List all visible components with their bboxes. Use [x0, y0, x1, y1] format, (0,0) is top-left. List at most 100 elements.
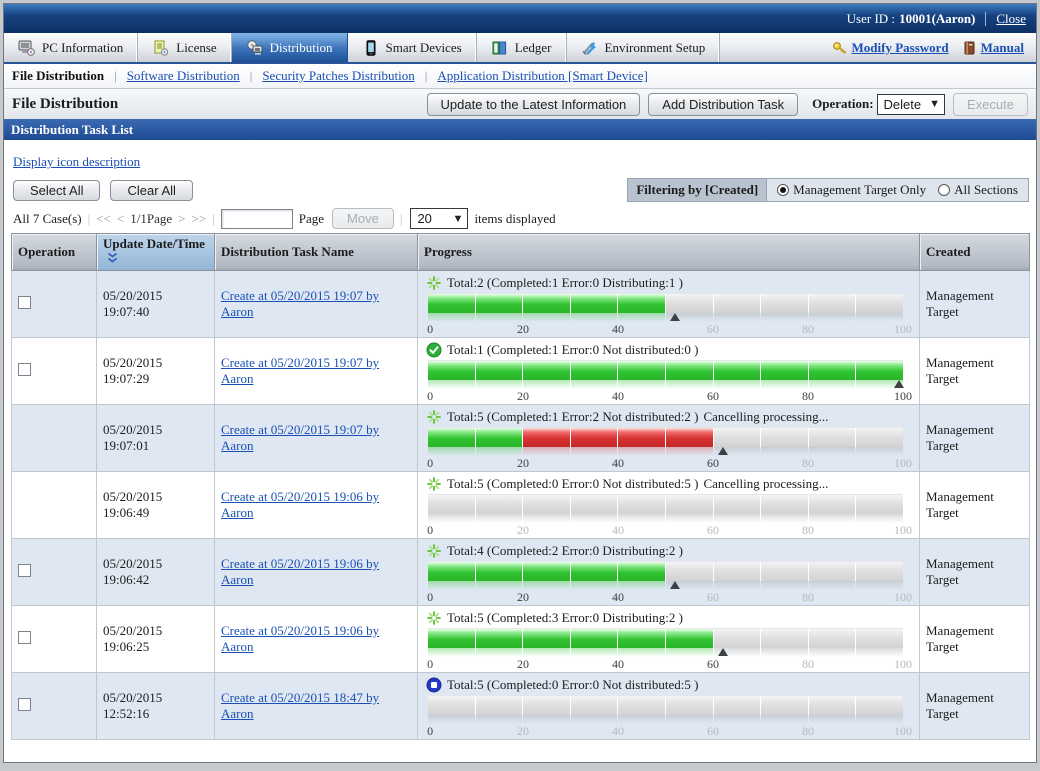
row-checkbox[interactable] — [18, 697, 31, 711]
execute-button[interactable]: Execute — [953, 92, 1028, 116]
chevron-down-icon: ▼ — [452, 212, 464, 225]
task-name-cell: Create at 05/20/2015 19:07 by Aaron — [214, 270, 418, 338]
progress-segment — [808, 581, 856, 590]
progress-segment — [570, 447, 618, 456]
first-page-button[interactable]: << — [96, 210, 111, 226]
operation-select[interactable]: Delete ▼ — [876, 93, 946, 115]
next-page-button[interactable]: > — [178, 210, 186, 226]
task-link[interactable]: Create at 05/20/2015 19:07 by Aaron — [221, 288, 380, 319]
scale-tick-label: 100 — [894, 389, 912, 403]
progress-segment — [570, 562, 618, 581]
subnav-link-software-distribution[interactable]: Software Distribution — [126, 68, 240, 83]
progress-segment — [808, 495, 856, 514]
select-all-button[interactable]: Select All — [13, 179, 101, 201]
scale-tick-label: 0 — [427, 456, 434, 470]
progress-segment — [428, 380, 475, 389]
progress-segment — [475, 696, 523, 715]
progress-bar: 0 20 40 60 80 100 — [427, 494, 912, 537]
page-number-input[interactable] — [220, 208, 293, 229]
radio-all-sections[interactable]: All Sections — [938, 182, 1018, 198]
progress-segment — [808, 294, 856, 313]
topbar-divider — [985, 11, 987, 26]
clear-all-button[interactable]: Clear All — [110, 179, 193, 201]
scale-tick-label: 20 — [517, 657, 529, 671]
add-distribution-task-button[interactable]: Add Distribution Task — [648, 92, 799, 116]
created-cell: Management Target — [919, 672, 1030, 740]
progress-segment — [808, 629, 856, 648]
pc-information-icon — [18, 40, 36, 56]
column-header-update-date-time[interactable]: Update Date/Time — [96, 233, 215, 271]
items-per-page-value: 20 — [417, 211, 432, 226]
prev-page-button[interactable]: < — [116, 210, 125, 226]
close-link[interactable]: Close — [996, 10, 1026, 26]
progress-segment — [428, 648, 475, 657]
row-checkbox[interactable] — [18, 563, 31, 577]
column-header-operation[interactable]: Operation — [11, 233, 97, 271]
tab-license[interactable]: License — [138, 33, 232, 62]
tab-label: License — [176, 39, 217, 55]
progress-segment — [428, 447, 475, 456]
progress-segment — [475, 428, 523, 447]
progress-segment — [428, 514, 475, 523]
progress-segment — [808, 428, 856, 447]
manual-link[interactable]: Manual — [963, 40, 1024, 56]
row-checkbox[interactable] — [18, 295, 31, 309]
tab-environment-setup[interactable]: Environment Setup — [567, 33, 721, 62]
task-link[interactable]: Create at 05/20/2015 18:47 by Aaron — [221, 690, 380, 721]
progress-segment — [428, 629, 475, 648]
task-name-cell: Create at 05/20/2015 19:06 by Aaron — [214, 471, 418, 539]
progress-cell: Total:2 (Completed:1 Error:0 Distributin… — [417, 270, 920, 338]
created-cell: Management Target — [919, 538, 1030, 606]
column-header-progress[interactable]: Progress — [417, 233, 920, 271]
progress-segment — [761, 581, 808, 590]
progress-segment — [713, 514, 761, 523]
task-name-cell: Create at 05/20/2015 18:47 by Aaron — [214, 672, 418, 740]
modify-password-link[interactable]: Modify Password — [832, 40, 949, 56]
last-page-button[interactable]: >> — [191, 210, 207, 226]
scale-tick-label: 40 — [612, 724, 624, 738]
distributing-spinner-icon — [426, 610, 442, 626]
tab-ledger[interactable]: Ledger — [477, 33, 567, 62]
task-link[interactable]: Create at 05/20/2015 19:06 by Aaron — [221, 489, 380, 520]
column-header-created[interactable]: Created — [919, 233, 1030, 271]
move-page-button[interactable]: Move — [332, 208, 394, 229]
progress-segment — [761, 562, 808, 581]
update-latest-button[interactable]: Update to the Latest Information — [426, 92, 641, 116]
scale-tick-label: 60 — [707, 456, 719, 470]
update-datetime-cell: 05/20/2015 19:06:42 — [96, 538, 215, 606]
task-link[interactable]: Create at 05/20/2015 19:07 by Aaron — [221, 355, 380, 386]
progress-segment — [713, 380, 761, 389]
progress-segment — [475, 447, 523, 456]
row-checkbox[interactable] — [18, 630, 31, 644]
task-name-cell: Create at 05/20/2015 19:06 by Aaron — [214, 538, 418, 606]
progress-segment — [475, 514, 523, 523]
progress-segment — [523, 629, 570, 648]
subnav-link-application-distribution-smart-device-[interactable]: Application Distribution [Smart Device] — [437, 68, 648, 83]
display-icon-description-link[interactable]: Display icon description — [13, 154, 141, 169]
radio-management-target-only[interactable]: Management Target Only — [777, 182, 926, 198]
scale-tick-label: 100 — [894, 724, 912, 738]
subnav-link-security-patches-distribution[interactable]: Security Patches Distribution — [262, 68, 415, 83]
progress-segment — [761, 696, 808, 715]
progress-segment — [856, 294, 903, 313]
column-header-distribution-task-name[interactable]: Distribution Task Name — [214, 233, 418, 271]
progress-status-text: Total:2 (Completed:1 Error:0 Distributin… — [447, 275, 683, 290]
progress-segment — [808, 514, 856, 523]
row-checkbox[interactable] — [18, 362, 31, 376]
table-row: 05/20/2015 19:06:25 Create at 05/20/2015… — [11, 605, 1030, 673]
tab-smart-devices[interactable]: Smart Devices — [348, 33, 477, 62]
task-link[interactable]: Create at 05/20/2015 19:06 by Aaron — [221, 623, 380, 654]
items-per-page-select[interactable]: 20 ▼ — [410, 208, 469, 229]
progress-segment — [856, 514, 903, 523]
task-link[interactable]: Create at 05/20/2015 19:07 by Aaron — [221, 422, 380, 453]
filter-label: Filtering by [Created] — [627, 178, 768, 202]
progress-segment — [665, 294, 713, 313]
created-cell: Management Target — [919, 471, 1030, 539]
update-datetime-cell: 05/20/2015 19:06:25 — [96, 605, 215, 673]
progress-segment — [428, 361, 475, 380]
operation-label: Operation: — [812, 96, 874, 111]
tab-pc-information[interactable]: PC Information — [4, 33, 139, 62]
user-id-value: 10001(Aaron) — [899, 10, 976, 26]
task-link[interactable]: Create at 05/20/2015 19:06 by Aaron — [221, 556, 380, 587]
tab-distribution[interactable]: Distribution — [231, 33, 348, 62]
